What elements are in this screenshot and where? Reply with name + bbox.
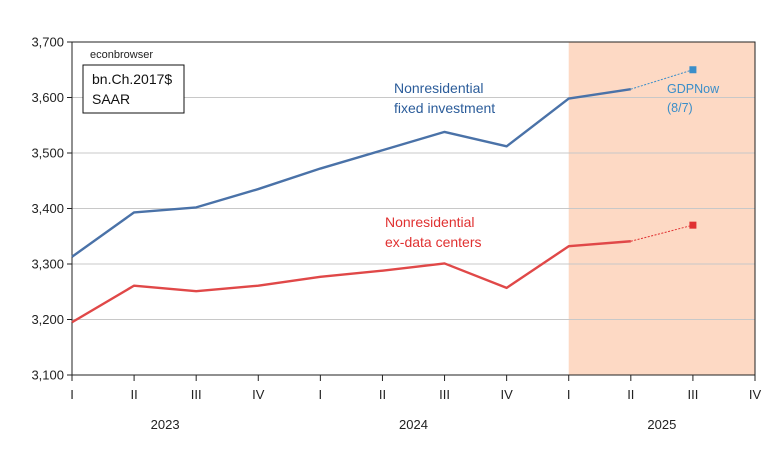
series-label-ex-data-centers-line-1: Nonresidential [385,214,475,230]
units-line-1: bn.Ch.2017$ [92,71,172,87]
y-tick-label: 3,600 [31,90,64,105]
gdpnow-label-line-1: GDPNow [667,82,720,96]
y-tick-label: 3,300 [31,257,64,272]
x-tick-label: III [687,387,698,402]
y-tick-label: 3,400 [31,201,64,216]
x-tick-label: I [567,387,571,402]
y-axis: 3,100 3,200 3,300 3,400 3,500 3,600 3,700 [31,35,72,383]
x-tick-label: III [439,387,450,402]
nowcast-connector-0 [630,69,694,90]
series-label-nonresidential-line-2: fixed investment [394,100,495,116]
year-label: 2024 [399,417,428,432]
y-tick-label: 3,100 [31,368,64,383]
x-tick-label: II [379,387,386,402]
x-tick-label: IV [500,387,513,402]
y-tick-label: 3,200 [31,312,64,327]
year-label: 2023 [151,417,180,432]
nowcast-marker-1 [689,221,697,229]
x-tick-label: III [191,387,202,402]
year-label: 2025 [647,417,676,432]
x-tick-label: I [319,387,323,402]
gridlines [72,97,755,320]
x-tick-label: IV [252,387,265,402]
x-tick-label: I [70,387,74,402]
y-tick-label: 3,500 [31,146,64,161]
series-layer [71,66,697,324]
nowcast-marker-0 [689,66,697,74]
y-tick-label: 3,700 [31,35,64,50]
series-label-ex-data-centers-line-2: ex-data centers [385,234,482,250]
units-line-2: SAAR [92,91,130,107]
x-tick-label: II [627,387,634,402]
x-tick-label: II [130,387,137,402]
units-box [82,64,185,114]
nowcast-connector-1 [630,224,694,242]
series-line-0 [71,87,631,258]
series-line-1 [71,240,631,324]
watermark-econbrowser: econbrowser [90,49,153,61]
series-label-nonresidential-line-1: Nonresidential [394,80,484,96]
gdpnow-label-line-2: (8/7) [667,101,693,115]
x-tick-label: IV [749,387,762,402]
